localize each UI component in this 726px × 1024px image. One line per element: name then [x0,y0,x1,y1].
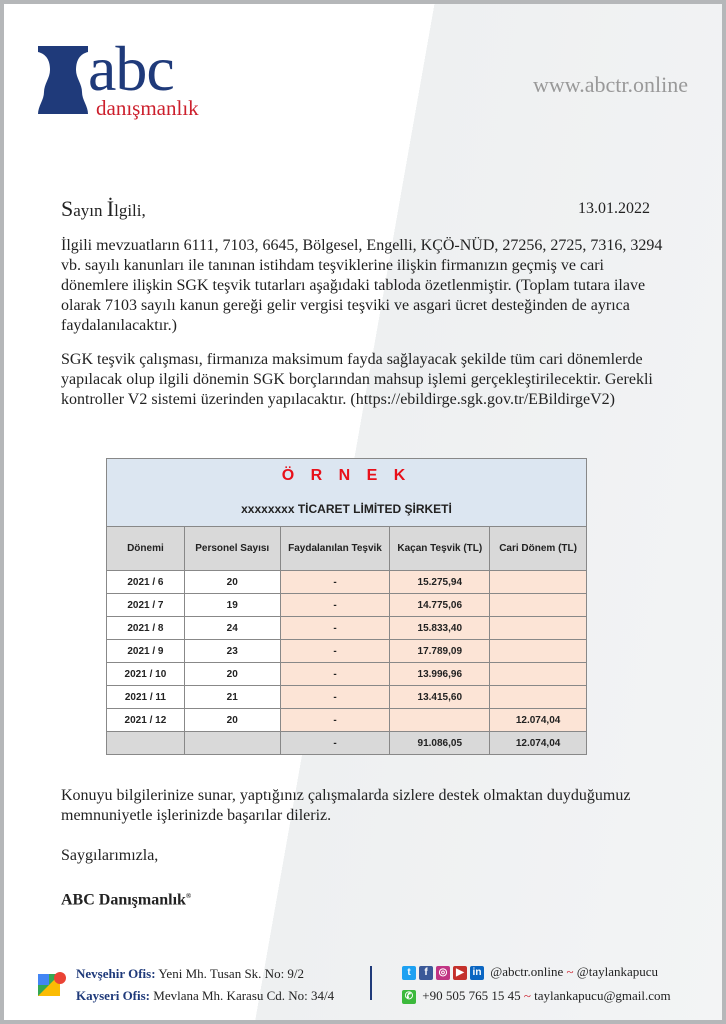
column-header: Kaçan Teşvik (TL) [389,526,491,571]
table-cell: 13.415,60 [389,685,491,709]
table-cell: 15.275,94 [389,570,491,594]
logo-subtext: danışmanlık [96,96,199,120]
paragraph-2: SGK teşvik çalışması, firmanıza maksimum… [61,351,653,408]
column-header: Personel Sayısı [183,526,281,571]
table-cell: 23 [183,639,281,663]
table-cell [489,616,587,640]
table-cell: 2021 / 11 [106,685,185,709]
table-cell: 2021 / 7 [106,593,185,617]
table-cell [106,731,185,755]
table-cell: 21 [183,685,281,709]
table-cell [489,685,587,709]
table-cell: 13.996,96 [389,662,491,686]
logo: abc danışmanlık [38,33,199,121]
table-cell: 2021 / 9 [106,639,185,663]
table-cell: - [279,685,391,709]
table-cell: 91.086,05 [389,731,491,755]
column-header: Faydalanılan Teşvik [279,526,391,571]
table-cell [489,639,587,663]
table-cell: 2021 / 10 [106,662,185,686]
phone[interactable]: +90 505 765 15 45 [422,988,521,1003]
table-row: 2021 / 6 20-15.275,94 [106,570,587,594]
google-maps-icon [38,972,66,996]
letter-date: 13.01.2022 [578,200,650,217]
paragraph-1: İlgili mevzuatların 6111, 7103, 6645, Bö… [61,237,663,334]
social-handle-2[interactable]: @taylankapucu [576,964,659,979]
social-handle-1[interactable]: @abctr.online [490,964,564,979]
table-cell: - [279,570,391,594]
table-cell: 14.775,06 [389,593,491,617]
column-header: Cari Dönem (TL) [489,526,587,571]
signature: ABC Danışmanlık® [61,891,192,909]
vase-faces-icon [38,46,88,114]
office-kayseri: Kayseri Ofis: Mevlana Mh. Karasu Cd. No:… [76,988,335,1003]
linkedin-icon[interactable]: in [470,966,484,981]
footer-divider [370,966,372,1000]
table-cell: - [279,593,391,617]
table-row: 2021 / 11 21-13.415,60 [106,685,587,709]
email[interactable]: taylankapucu@gmail.com [534,988,671,1003]
twitter-icon[interactable]: t [402,966,416,981]
incentive-table: Ö R N E K xxxxxxxx TİCARET LİMİTED ŞİRKE… [106,458,587,755]
table-cell: 12.074,04 [489,731,587,755]
table-row: 2021 / 8 24-15.833,40 [106,616,587,640]
column-header: Dönemi [106,526,185,571]
table-row: 2021 / 10 20-13.996,96 [106,662,587,686]
instagram-icon[interactable]: ◎ [436,966,450,981]
paragraph-3: Konuyu bilgilerinize sunar, yaptığınız ç… [61,787,631,824]
table-cell: 2021 / 6 [106,570,185,594]
youtube-icon[interactable]: ▶ [453,966,467,981]
table-cell [489,570,587,594]
sample-label: Ö R N E K [106,458,587,493]
table-cell: 17.789,09 [389,639,491,663]
table-cell [489,593,587,617]
table-cell: 24 [183,616,281,640]
total-row: -91.086,05 12.074,04 [106,731,587,755]
table-cell: 19 [183,593,281,617]
table-row: 2021 / 12 20- 12.074,04 [106,708,587,732]
table-cell: - [279,639,391,663]
contact-line: ✆ +90 505 765 15 45 ~ taylankapucu@gmail… [402,988,671,1005]
table-row: 2021 / 7 19-14.775,06 [106,593,587,617]
table-cell: 2021 / 8 [106,616,185,640]
table-cell: 20 [183,662,281,686]
logo-text: abc [88,33,175,104]
social-line: t f ◎ ▶ in @abctr.online ~ @taylankapucu [402,964,659,981]
table-cell: 20 [183,708,281,732]
table-cell [489,662,587,686]
table-cell [183,731,281,755]
table-cell: 12.074,04 [489,708,587,732]
facebook-icon[interactable]: f [419,966,433,981]
whatsapp-icon[interactable]: ✆ [402,990,416,1005]
table-cell: - [279,731,391,755]
table-cell: 20 [183,570,281,594]
table-row: 2021 / 9 23-17.789,09 [106,639,587,663]
closing: Saygılarımızla, [61,847,159,864]
table-cell [389,708,491,732]
table-cell: 15.833,40 [389,616,491,640]
greeting: Sayın İlgili, [61,196,146,221]
table-cell: - [279,662,391,686]
table-cell: 2021 / 12 [106,708,185,732]
table-cell: - [279,616,391,640]
table-cell: - [279,708,391,732]
website-link[interactable]: www.abctr.online [533,72,688,97]
company-name: xxxxxxxx TİCARET LİMİTED ŞİRKETİ [106,492,587,527]
office-nevsehir: Nevşehir Ofis: Yeni Mh. Tusan Sk. No: 9/… [76,966,305,981]
